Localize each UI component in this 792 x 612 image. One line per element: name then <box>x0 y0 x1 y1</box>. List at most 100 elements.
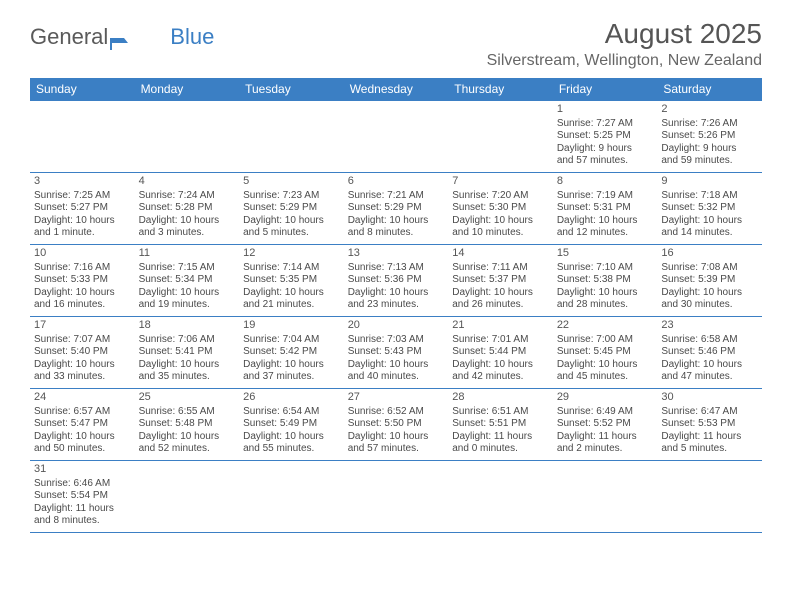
day-day1: Daylight: 10 hours <box>243 287 340 300</box>
day-day1: Daylight: 10 hours <box>348 287 445 300</box>
day-number: 10 <box>34 247 131 261</box>
day-day1: Daylight: 10 hours <box>557 215 654 228</box>
day-sunrise: Sunrise: 7:16 AM <box>34 262 131 275</box>
day-day2: and 8 minutes. <box>348 227 445 240</box>
calendar-cell: 3Sunrise: 7:25 AMSunset: 5:27 PMDaylight… <box>30 173 135 245</box>
day-day1: Daylight: 10 hours <box>661 215 758 228</box>
day-header: Wednesday <box>344 78 449 101</box>
day-sunrise: Sunrise: 6:55 AM <box>139 406 236 419</box>
calendar-cell <box>344 461 449 533</box>
day-sunset: Sunset: 5:39 PM <box>661 274 758 287</box>
title-block: August 2025 Silverstream, Wellington, Ne… <box>487 18 762 70</box>
day-sunset: Sunset: 5:37 PM <box>452 274 549 287</box>
day-number: 11 <box>139 247 236 261</box>
day-sunrise: Sunrise: 6:51 AM <box>452 406 549 419</box>
logo-text-blue: Blue <box>170 24 214 50</box>
day-sunrise: Sunrise: 7:00 AM <box>557 334 654 347</box>
day-day1: Daylight: 10 hours <box>348 359 445 372</box>
calendar-cell: 1Sunrise: 7:27 AMSunset: 5:25 PMDaylight… <box>553 101 658 173</box>
day-day1: Daylight: 10 hours <box>34 431 131 444</box>
day-header: Saturday <box>657 78 762 101</box>
day-day1: Daylight: 10 hours <box>348 215 445 228</box>
day-day2: and 30 minutes. <box>661 299 758 312</box>
day-sunrise: Sunrise: 7:04 AM <box>243 334 340 347</box>
day-sunrise: Sunrise: 6:57 AM <box>34 406 131 419</box>
day-number: 16 <box>661 247 758 261</box>
day-sunset: Sunset: 5:41 PM <box>139 346 236 359</box>
calendar-cell <box>344 101 449 173</box>
calendar-cell: 4Sunrise: 7:24 AMSunset: 5:28 PMDaylight… <box>135 173 240 245</box>
day-number: 13 <box>348 247 445 261</box>
day-sunset: Sunset: 5:29 PM <box>243 202 340 215</box>
day-number: 20 <box>348 319 445 333</box>
day-sunset: Sunset: 5:49 PM <box>243 418 340 431</box>
calendar-cell: 28Sunrise: 6:51 AMSunset: 5:51 PMDayligh… <box>448 389 553 461</box>
day-sunrise: Sunrise: 7:10 AM <box>557 262 654 275</box>
logo-text-general: General <box>30 24 108 50</box>
day-number: 31 <box>34 463 131 477</box>
day-sunrise: Sunrise: 6:46 AM <box>34 478 131 491</box>
day-sunrise: Sunrise: 7:13 AM <box>348 262 445 275</box>
day-number: 15 <box>557 247 654 261</box>
day-header: Friday <box>553 78 658 101</box>
day-sunrise: Sunrise: 7:25 AM <box>34 190 131 203</box>
day-sunrise: Sunrise: 7:11 AM <box>452 262 549 275</box>
day-day1: Daylight: 10 hours <box>243 215 340 228</box>
day-number: 21 <box>452 319 549 333</box>
calendar-cell: 11Sunrise: 7:15 AMSunset: 5:34 PMDayligh… <box>135 245 240 317</box>
day-day1: Daylight: 10 hours <box>348 431 445 444</box>
day-day2: and 52 minutes. <box>139 443 236 456</box>
day-number: 19 <box>243 319 340 333</box>
calendar-cell: 17Sunrise: 7:07 AMSunset: 5:40 PMDayligh… <box>30 317 135 389</box>
day-day2: and 26 minutes. <box>452 299 549 312</box>
calendar-cell: 26Sunrise: 6:54 AMSunset: 5:49 PMDayligh… <box>239 389 344 461</box>
day-sunrise: Sunrise: 7:26 AM <box>661 118 758 131</box>
calendar-row: 31Sunrise: 6:46 AMSunset: 5:54 PMDayligh… <box>30 461 762 533</box>
calendar-page: General Blue August 2025 Silverstream, W… <box>0 0 792 533</box>
day-sunset: Sunset: 5:29 PM <box>348 202 445 215</box>
day-day1: Daylight: 11 hours <box>34 503 131 516</box>
calendar-cell: 9Sunrise: 7:18 AMSunset: 5:32 PMDaylight… <box>657 173 762 245</box>
location-subtitle: Silverstream, Wellington, New Zealand <box>487 52 762 70</box>
calendar-row: 17Sunrise: 7:07 AMSunset: 5:40 PMDayligh… <box>30 317 762 389</box>
day-day1: Daylight: 11 hours <box>557 431 654 444</box>
day-sunrise: Sunrise: 7:20 AM <box>452 190 549 203</box>
day-sunrise: Sunrise: 7:23 AM <box>243 190 340 203</box>
month-title: August 2025 <box>487 18 762 50</box>
day-day2: and 28 minutes. <box>557 299 654 312</box>
calendar-cell: 6Sunrise: 7:21 AMSunset: 5:29 PMDaylight… <box>344 173 449 245</box>
calendar-cell: 10Sunrise: 7:16 AMSunset: 5:33 PMDayligh… <box>30 245 135 317</box>
calendar-body: 1Sunrise: 7:27 AMSunset: 5:25 PMDaylight… <box>30 101 762 533</box>
day-sunset: Sunset: 5:48 PM <box>139 418 236 431</box>
day-day1: Daylight: 10 hours <box>34 215 131 228</box>
calendar-row: 24Sunrise: 6:57 AMSunset: 5:47 PMDayligh… <box>30 389 762 461</box>
calendar-cell: 24Sunrise: 6:57 AMSunset: 5:47 PMDayligh… <box>30 389 135 461</box>
day-day1: Daylight: 10 hours <box>139 359 236 372</box>
day-day2: and 50 minutes. <box>34 443 131 456</box>
day-day2: and 14 minutes. <box>661 227 758 240</box>
day-day1: Daylight: 10 hours <box>243 431 340 444</box>
day-number: 23 <box>661 319 758 333</box>
day-day2: and 19 minutes. <box>139 299 236 312</box>
day-sunset: Sunset: 5:46 PM <box>661 346 758 359</box>
day-day1: Daylight: 10 hours <box>243 359 340 372</box>
day-day2: and 0 minutes. <box>452 443 549 456</box>
day-sunrise: Sunrise: 7:19 AM <box>557 190 654 203</box>
calendar-row: 1Sunrise: 7:27 AMSunset: 5:25 PMDaylight… <box>30 101 762 173</box>
day-header: Sunday <box>30 78 135 101</box>
calendar-cell: 12Sunrise: 7:14 AMSunset: 5:35 PMDayligh… <box>239 245 344 317</box>
day-day1: Daylight: 10 hours <box>557 359 654 372</box>
day-sunset: Sunset: 5:27 PM <box>34 202 131 215</box>
calendar-cell: 19Sunrise: 7:04 AMSunset: 5:42 PMDayligh… <box>239 317 344 389</box>
day-number: 14 <box>452 247 549 261</box>
calendar-cell: 7Sunrise: 7:20 AMSunset: 5:30 PMDaylight… <box>448 173 553 245</box>
day-sunrise: Sunrise: 7:06 AM <box>139 334 236 347</box>
day-number: 22 <box>557 319 654 333</box>
day-sunset: Sunset: 5:26 PM <box>661 130 758 143</box>
day-day1: Daylight: 11 hours <box>452 431 549 444</box>
day-header: Tuesday <box>239 78 344 101</box>
day-day2: and 57 minutes. <box>557 155 654 168</box>
calendar-cell: 25Sunrise: 6:55 AMSunset: 5:48 PMDayligh… <box>135 389 240 461</box>
day-sunset: Sunset: 5:40 PM <box>34 346 131 359</box>
day-sunset: Sunset: 5:28 PM <box>139 202 236 215</box>
